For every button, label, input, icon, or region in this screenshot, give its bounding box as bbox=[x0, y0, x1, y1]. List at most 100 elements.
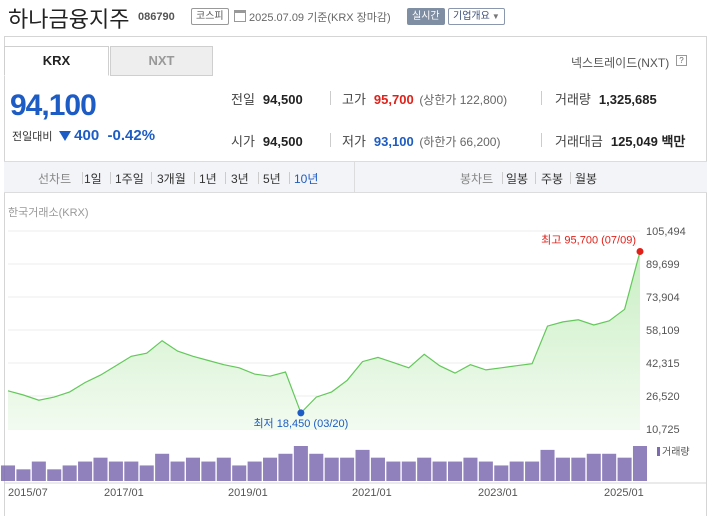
volume-bar bbox=[0, 465, 16, 481]
stat-label: 시가 bbox=[231, 134, 255, 149]
stat-label: 전일 bbox=[231, 92, 255, 107]
line-chart-label: 선차트 bbox=[38, 172, 72, 186]
nxt-link[interactable]: 넥스트레이드(NXT) bbox=[571, 56, 670, 70]
candle-daily[interactable]: 일봉 bbox=[506, 172, 529, 186]
divider bbox=[570, 172, 571, 184]
chart-annotations: 최고 95,700 (07/09) 최저 18,450 (03/20) bbox=[253, 233, 644, 430]
x-tick-label: 2015/07 bbox=[8, 487, 48, 499]
volume-bar bbox=[139, 465, 154, 481]
min-point bbox=[297, 409, 305, 417]
divider bbox=[541, 133, 542, 147]
stat-value: 95,700 bbox=[373, 92, 414, 107]
divider bbox=[151, 172, 152, 184]
stat-value: 94,500 bbox=[262, 134, 303, 149]
x-axis: 2015/07 2017/01 2019/01 2021/01 2023/01 2025/… bbox=[4, 482, 707, 499]
divider bbox=[225, 172, 226, 184]
volume-bar bbox=[586, 453, 601, 481]
company-overview-dropdown[interactable]: 기업개요 ▼ bbox=[448, 8, 505, 25]
candle-weekly[interactable]: 주봉 bbox=[541, 172, 564, 186]
volume-bar bbox=[448, 461, 463, 481]
period-3m[interactable]: 3개월 bbox=[157, 172, 186, 186]
tab-krx[interactable]: KRX bbox=[4, 46, 109, 76]
volume-label: 거래량 bbox=[662, 446, 690, 458]
stat-label: 저가 bbox=[342, 134, 366, 149]
x-tick-label: 2019/01 bbox=[228, 487, 268, 499]
y-tick-label: 105,494 bbox=[646, 226, 686, 238]
y-tick-label: 89,699 bbox=[646, 259, 680, 271]
volume-bar bbox=[340, 457, 355, 481]
stat-label: 고가 bbox=[342, 92, 366, 107]
volume-bar bbox=[463, 457, 478, 481]
max-point bbox=[636, 247, 644, 255]
volume-bar bbox=[93, 457, 108, 481]
chart-source: 한국거래소(KRX) bbox=[8, 207, 89, 219]
min-label: 최저 18,450 (03/20) bbox=[253, 417, 348, 430]
stock-header: 하나금융지주 086790 코스피 2025.07.09 기준(KRX 장마감)… bbox=[0, 0, 708, 36]
stat-low: 저가 93,100 (하한가 66,200) bbox=[342, 131, 500, 150]
divider bbox=[354, 162, 355, 192]
volume-bar bbox=[47, 469, 62, 481]
chevron-down-icon: ▼ bbox=[491, 12, 500, 21]
company-overview-label: 기업개요 bbox=[453, 11, 490, 22]
volume-bar bbox=[602, 453, 617, 481]
stat-sub: (상한가 122,800) bbox=[419, 93, 508, 107]
divider bbox=[541, 91, 542, 105]
current-price: 94,100 bbox=[10, 89, 97, 122]
period-bar: 선차트 1일 1주일 3개월 1년 3년 5년 10년 봉차트 일봉 주봉 월봉 bbox=[4, 161, 707, 193]
y-tick-label: 10,725 bbox=[646, 424, 680, 436]
tab-nxt[interactable]: NXT bbox=[110, 46, 213, 76]
period-1w[interactable]: 1주일 bbox=[115, 172, 144, 186]
y-tick-label: 58,109 bbox=[646, 325, 680, 337]
volume-bar bbox=[509, 461, 524, 481]
volume-bar bbox=[386, 461, 401, 481]
change-label: 전일대비 bbox=[12, 131, 53, 143]
period-1y[interactable]: 1년 bbox=[199, 172, 217, 186]
period-1d[interactable]: 1일 bbox=[84, 172, 102, 186]
volume-bar bbox=[155, 453, 170, 481]
volume-bar bbox=[232, 465, 247, 481]
volume-bar bbox=[355, 449, 370, 481]
stock-code: 086790 bbox=[138, 11, 175, 23]
volume-bar bbox=[309, 453, 324, 481]
y-tick-label: 26,520 bbox=[646, 391, 680, 403]
period-3y[interactable]: 3년 bbox=[231, 172, 249, 186]
volume-bar bbox=[432, 461, 447, 481]
stat-label: 거래량 bbox=[555, 92, 591, 107]
stat-open: 시가 94,500 bbox=[231, 131, 303, 150]
volume-bar bbox=[478, 461, 493, 481]
candle-monthly[interactable]: 월봉 bbox=[575, 172, 598, 186]
stat-value: 94,500 bbox=[262, 92, 303, 107]
volume-bar bbox=[31, 461, 46, 481]
volume-bar bbox=[62, 465, 77, 481]
stat-value: 93,100 bbox=[373, 134, 414, 149]
max-label: 최고 95,700 (07/09) bbox=[541, 233, 636, 246]
down-arrow-icon bbox=[58, 131, 71, 141]
volume-bar bbox=[263, 457, 278, 481]
stat-volume: 거래량 1,325,685 bbox=[555, 89, 657, 108]
divider bbox=[535, 172, 536, 184]
volume-bar bbox=[247, 461, 262, 481]
period-5y[interactable]: 5년 bbox=[263, 172, 281, 186]
volume-bar bbox=[571, 457, 586, 481]
x-tick-label: 2023/01 bbox=[478, 487, 518, 499]
period-10y[interactable]: 10년 bbox=[294, 172, 319, 186]
help-icon[interactable]: ? bbox=[676, 55, 687, 66]
volume-bar bbox=[216, 457, 231, 481]
divider bbox=[82, 172, 83, 184]
realtime-badge[interactable]: 실시간 bbox=[407, 8, 445, 25]
stat-value: 125,049 백만 bbox=[610, 134, 686, 149]
volume-bar bbox=[401, 461, 416, 481]
divider bbox=[194, 172, 195, 184]
date-text: 2025.07.09 기준(KRX 장마감) bbox=[249, 12, 391, 24]
stock-name: 하나금융지주 bbox=[8, 8, 130, 33]
quote-panel bbox=[4, 36, 707, 516]
volume-bar bbox=[185, 457, 200, 481]
volume-bar bbox=[293, 446, 308, 481]
volume-bar bbox=[417, 457, 432, 481]
volume-bar bbox=[540, 449, 555, 481]
volume-bar bbox=[555, 457, 570, 481]
market-badge: 코스피 bbox=[191, 8, 229, 25]
stat-sub: (하한가 66,200) bbox=[419, 135, 501, 149]
stat-label: 거래대금 bbox=[555, 134, 603, 149]
